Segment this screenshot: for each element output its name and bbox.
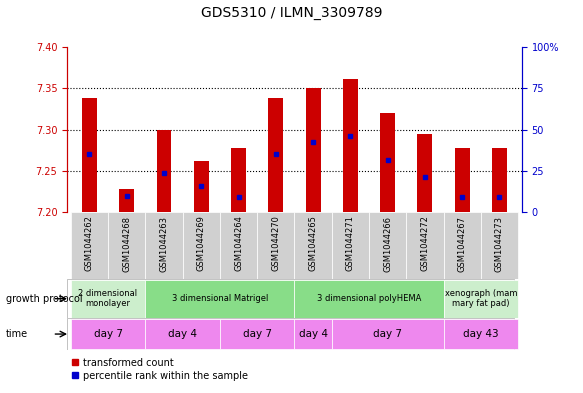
Text: GSM1044268: GSM1044268 <box>122 215 131 272</box>
Bar <box>305 88 321 212</box>
FancyBboxPatch shape <box>71 280 145 318</box>
Bar <box>268 98 283 212</box>
Bar <box>343 79 358 212</box>
Text: day 7: day 7 <box>373 329 402 339</box>
Text: GSM1044266: GSM1044266 <box>383 215 392 272</box>
FancyBboxPatch shape <box>444 212 481 279</box>
Bar <box>120 189 134 212</box>
FancyBboxPatch shape <box>182 212 220 279</box>
Bar <box>380 113 395 212</box>
Text: 3 dimensional Matrigel: 3 dimensional Matrigel <box>171 294 268 303</box>
Text: day 7: day 7 <box>243 329 272 339</box>
FancyBboxPatch shape <box>67 279 514 318</box>
Text: time: time <box>6 329 28 339</box>
Text: 3 dimensional polyHEMA: 3 dimensional polyHEMA <box>317 294 421 303</box>
Text: GSM1044267: GSM1044267 <box>458 215 466 272</box>
FancyBboxPatch shape <box>406 212 444 279</box>
Bar <box>194 161 209 212</box>
Bar <box>492 148 507 212</box>
Text: day 43: day 43 <box>463 329 498 339</box>
Text: day 4: day 4 <box>298 329 328 339</box>
FancyBboxPatch shape <box>220 212 257 279</box>
Bar <box>455 148 469 212</box>
Bar <box>231 148 246 212</box>
FancyBboxPatch shape <box>294 280 444 318</box>
FancyBboxPatch shape <box>481 212 518 279</box>
Text: growth protocol: growth protocol <box>6 294 82 304</box>
Text: GDS5310 / ILMN_3309789: GDS5310 / ILMN_3309789 <box>201 6 382 20</box>
FancyBboxPatch shape <box>71 319 145 349</box>
Text: GSM1044273: GSM1044273 <box>495 215 504 272</box>
FancyBboxPatch shape <box>444 319 518 349</box>
FancyBboxPatch shape <box>332 212 369 279</box>
FancyBboxPatch shape <box>444 280 518 318</box>
FancyBboxPatch shape <box>67 318 514 350</box>
Text: day 4: day 4 <box>168 329 197 339</box>
Text: GSM1044262: GSM1044262 <box>85 215 94 272</box>
FancyBboxPatch shape <box>220 319 294 349</box>
Text: GSM1044265: GSM1044265 <box>308 215 318 272</box>
FancyBboxPatch shape <box>294 212 332 279</box>
Text: GSM1044270: GSM1044270 <box>271 215 280 272</box>
FancyBboxPatch shape <box>257 212 294 279</box>
FancyBboxPatch shape <box>369 212 406 279</box>
Text: day 7: day 7 <box>93 329 122 339</box>
FancyBboxPatch shape <box>145 280 294 318</box>
Text: GSM1044269: GSM1044269 <box>196 215 206 272</box>
Text: xenograph (mam
mary fat pad): xenograph (mam mary fat pad) <box>444 289 517 309</box>
Text: GSM1044271: GSM1044271 <box>346 215 355 272</box>
Bar <box>156 130 171 212</box>
Text: GSM1044272: GSM1044272 <box>420 215 429 272</box>
FancyBboxPatch shape <box>145 212 182 279</box>
Legend: transformed count, percentile rank within the sample: transformed count, percentile rank withi… <box>67 354 251 384</box>
Bar <box>417 134 433 212</box>
Bar <box>82 98 97 212</box>
Text: 2 dimensional
monolayer: 2 dimensional monolayer <box>79 289 138 309</box>
FancyBboxPatch shape <box>145 319 220 349</box>
FancyBboxPatch shape <box>71 212 108 279</box>
FancyBboxPatch shape <box>108 212 145 279</box>
FancyBboxPatch shape <box>332 319 444 349</box>
Text: GSM1044263: GSM1044263 <box>160 215 168 272</box>
Text: GSM1044264: GSM1044264 <box>234 215 243 272</box>
FancyBboxPatch shape <box>294 319 332 349</box>
